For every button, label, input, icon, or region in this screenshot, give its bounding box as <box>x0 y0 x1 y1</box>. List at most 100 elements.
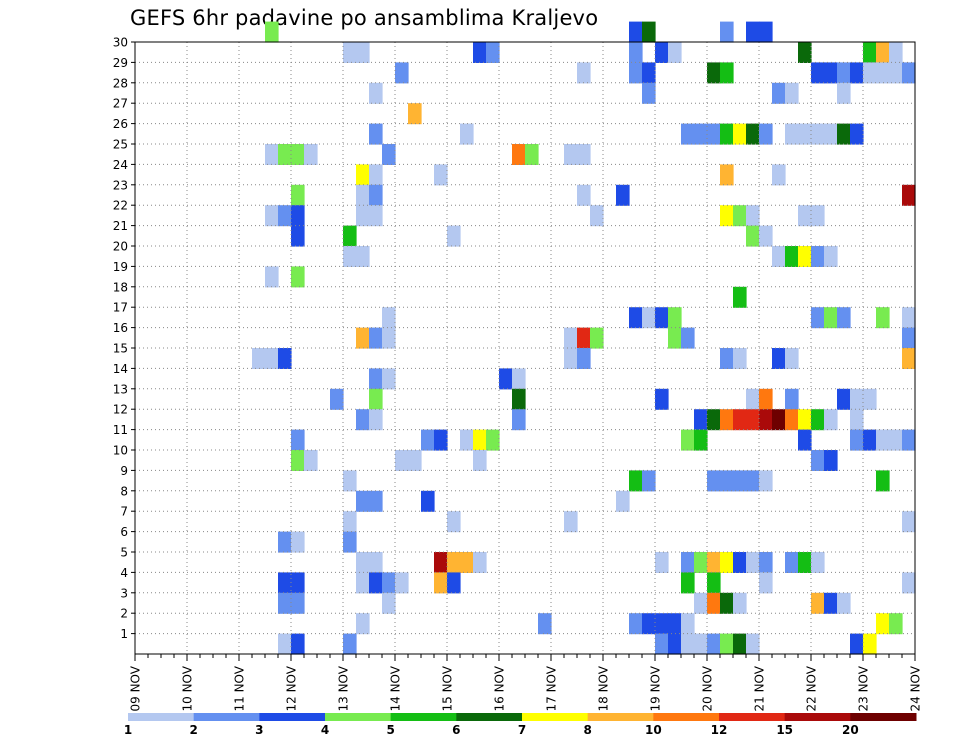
y-tick-label: 2 <box>120 607 128 621</box>
colorbar-swatch <box>784 713 851 721</box>
heatmap-cell <box>889 613 903 635</box>
heatmap-cell <box>798 409 812 431</box>
heatmap-cell <box>447 225 461 247</box>
heatmap-cell <box>785 388 799 410</box>
heatmap-cell <box>811 246 825 267</box>
heatmap-cell <box>759 552 773 573</box>
heatmap-cell <box>382 144 396 165</box>
colorbar-label: 1 <box>124 723 132 737</box>
heatmap-cell <box>694 429 708 451</box>
y-tick-label: 1 <box>120 627 128 641</box>
y-tick-label: 17 <box>113 301 128 315</box>
heatmap-cell <box>564 144 578 165</box>
heatmap-cell <box>343 246 357 267</box>
x-tick-label: 09 NOV <box>129 665 143 711</box>
heatmap-cell <box>863 633 877 655</box>
x-tick-label: 11 NOV <box>233 665 247 711</box>
heatmap-cell <box>681 327 695 349</box>
heatmap-cell <box>863 62 877 84</box>
heatmap-cell <box>837 307 851 329</box>
heatmap-cells <box>252 21 916 655</box>
colorbar-swatch <box>522 713 589 721</box>
x-tick-label: 19 NOV <box>649 665 663 711</box>
y-tick-label: 19 <box>113 260 128 274</box>
heatmap-cell <box>746 552 760 573</box>
heatmap-cell <box>356 327 370 349</box>
heatmap-cell <box>616 490 630 512</box>
colorbar-swatch <box>128 713 195 721</box>
y-tick-label: 10 <box>113 444 128 458</box>
heatmap-cell <box>785 246 799 267</box>
heatmap-cell <box>707 62 721 84</box>
heatmap-cell <box>343 633 357 655</box>
heatmap-cell <box>265 21 279 43</box>
heatmap-cell <box>369 368 383 390</box>
x-tick-label: 18 NOV <box>597 665 611 711</box>
heatmap-cell <box>577 62 591 84</box>
heatmap-cell <box>447 511 461 533</box>
heatmap-cell <box>707 123 721 145</box>
heatmap-cell <box>590 205 604 227</box>
heatmap-cell <box>733 592 747 614</box>
colorbar-swatch <box>456 713 523 721</box>
heatmap-cell <box>343 225 357 247</box>
colorbar-label: 15 <box>776 723 793 737</box>
y-tick-label: 30 <box>113 36 128 50</box>
heatmap-cell <box>278 572 292 594</box>
heatmap-cell <box>746 388 760 410</box>
heatmap-cell <box>395 450 409 471</box>
heatmap-cell <box>577 184 591 206</box>
heatmap-cell <box>564 511 578 533</box>
heatmap-cell <box>876 613 890 635</box>
y-tick-label: 24 <box>113 158 128 172</box>
heatmap-cell <box>759 388 773 410</box>
heatmap-cell <box>668 307 682 329</box>
heatmap-cell <box>343 511 357 533</box>
y-tick-label: 4 <box>120 566 128 580</box>
heatmap-cell <box>421 429 435 451</box>
colorbar-label: 7 <box>518 723 526 737</box>
heatmap-cell <box>369 184 383 206</box>
heatmap-cell <box>473 429 487 451</box>
heatmap-cell <box>278 144 292 165</box>
y-tick-label: 12 <box>113 403 128 417</box>
heatmap-cell <box>343 470 357 492</box>
heatmap-cell <box>863 388 877 410</box>
heatmap-cell <box>902 572 916 594</box>
heatmap-cell <box>720 348 734 369</box>
colorbar-label: 12 <box>711 723 728 737</box>
heatmap-cell <box>876 470 890 492</box>
heatmap-cell <box>668 633 682 655</box>
heatmap-cell <box>382 572 396 594</box>
heatmap-cell <box>772 409 786 431</box>
heatmap-cell <box>746 205 760 227</box>
heatmap-cell <box>473 552 487 573</box>
colorbar-swatch <box>390 713 457 721</box>
heatmap-cell <box>746 470 760 492</box>
y-tick-label: 27 <box>113 97 128 111</box>
heatmap-cell <box>824 246 838 267</box>
colorbar-swatch <box>259 713 326 721</box>
heatmap-cell <box>330 388 344 410</box>
heatmap-cell <box>837 123 851 145</box>
heatmap-cell <box>629 613 643 635</box>
heatmap-cell <box>629 42 643 63</box>
heatmap-cell <box>369 164 383 186</box>
heatmap-cell <box>759 409 773 431</box>
heatmap-cell <box>265 348 279 369</box>
heatmap-cell <box>642 307 656 329</box>
heatmap-cell <box>512 144 526 165</box>
heatmap-cell <box>343 42 357 63</box>
x-tick-label: 13 NOV <box>337 665 351 711</box>
colorbar-legend: 1 2 3 4 5 6 7 8 10 12 15 20 <box>124 713 917 737</box>
heatmap-cell <box>707 592 721 614</box>
heatmap-cell <box>356 409 370 431</box>
colorbar-swatch <box>653 713 720 721</box>
heatmap-cell <box>356 490 370 512</box>
heatmap-cell <box>720 470 734 492</box>
heatmap-cell <box>460 429 474 451</box>
heatmap-cell <box>720 633 734 655</box>
heatmap-cell <box>720 592 734 614</box>
heatmap-cell <box>395 62 409 84</box>
heatmap-cell <box>824 450 838 471</box>
